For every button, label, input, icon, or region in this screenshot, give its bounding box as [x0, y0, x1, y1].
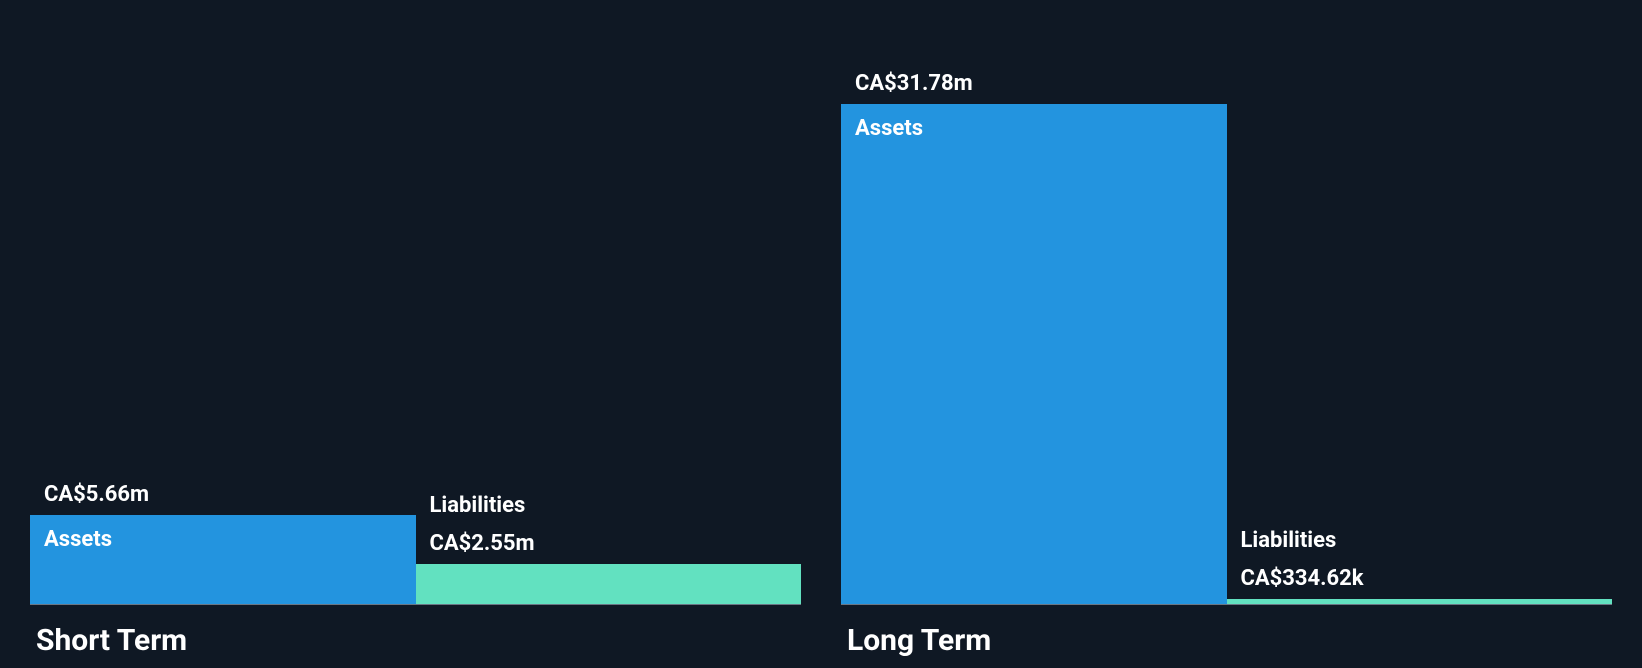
short-term-bars: CA$5.66m Assets Liabilities CA$2.55m — [30, 0, 801, 604]
long-term-title: Long Term — [841, 605, 1612, 668]
short-term-liabilities-value: CA$2.55m — [430, 531, 535, 556]
short-term-assets-bar: Assets — [30, 515, 416, 604]
short-term-liabilities-bar — [416, 564, 802, 604]
long-term-chart-area: CA$31.78m Assets Liabilities CA$334.62k — [841, 0, 1612, 605]
short-term-panel: CA$5.66m Assets Liabilities CA$2.55m Sho… — [30, 0, 801, 668]
short-term-liabilities-name: Liabilities — [430, 493, 526, 518]
short-term-assets-value: CA$5.66m — [44, 482, 149, 507]
long-term-assets-name: Assets — [855, 116, 923, 141]
long-term-liabilities-slot: Liabilities CA$334.62k — [1227, 0, 1613, 604]
long-term-liabilities-bar — [1227, 599, 1613, 604]
long-term-liabilities-value: CA$334.62k — [1241, 566, 1364, 591]
short-term-chart-area: CA$5.66m Assets Liabilities CA$2.55m — [30, 0, 801, 605]
long-term-panel: CA$31.78m Assets Liabilities CA$334.62k … — [841, 0, 1612, 668]
long-term-liabilities-name: Liabilities — [1241, 528, 1337, 553]
short-term-liabilities-slot: Liabilities CA$2.55m — [416, 0, 802, 604]
long-term-assets-value: CA$31.78m — [855, 71, 973, 96]
long-term-bars: CA$31.78m Assets Liabilities CA$334.62k — [841, 0, 1612, 604]
short-term-title: Short Term — [30, 605, 801, 668]
long-term-assets-bar: Assets — [841, 104, 1227, 604]
financial-position-chart: CA$5.66m Assets Liabilities CA$2.55m Sho… — [0, 0, 1642, 668]
short-term-assets-slot: CA$5.66m Assets — [30, 0, 416, 604]
long-term-assets-slot: CA$31.78m Assets — [841, 0, 1227, 604]
short-term-assets-name: Assets — [44, 527, 112, 552]
